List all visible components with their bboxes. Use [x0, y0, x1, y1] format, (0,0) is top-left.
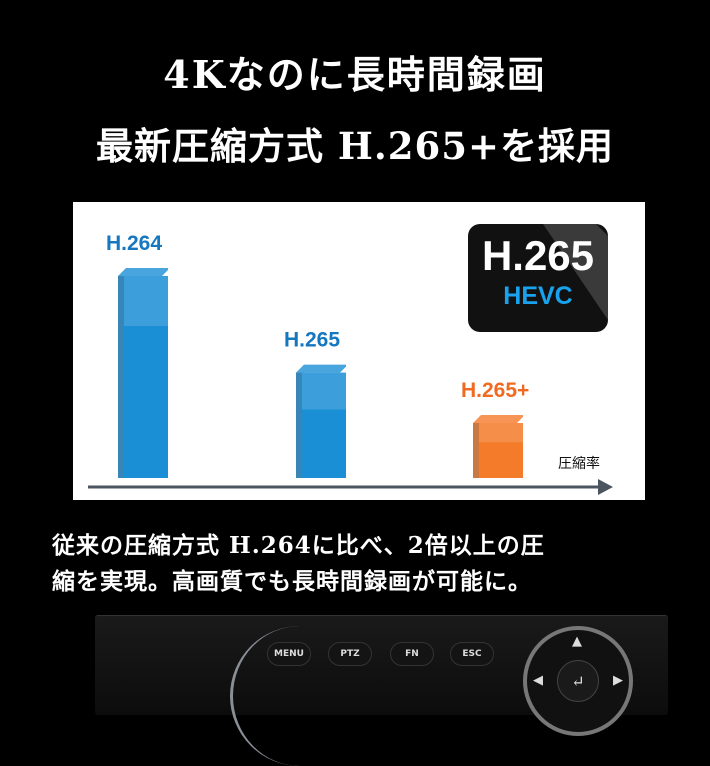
bar-label: H.265	[284, 329, 340, 352]
fn-button[interactable]: FN	[390, 642, 434, 666]
ptz-button[interactable]: PTZ	[328, 642, 372, 666]
panel-ring-decoration	[230, 626, 370, 766]
compression-chart: H.264 H.265 H.265+ 圧縮率 H.265 HEVC	[88, 224, 613, 495]
x-axis-arrow-icon	[598, 479, 613, 495]
enter-button[interactable]: ↵	[557, 660, 599, 702]
bar-highlight	[124, 276, 168, 326]
direction-pad[interactable]: ▲ ◀ ▶ ↵	[523, 626, 633, 736]
bar-label: H.264	[106, 232, 162, 255]
bar-top	[296, 364, 346, 373]
bar	[479, 423, 523, 478]
hevc-badge-shade	[543, 224, 608, 320]
esc-button[interactable]: ESC	[450, 642, 494, 666]
bar-side	[296, 372, 304, 478]
bar-side	[118, 276, 126, 478]
bar	[302, 372, 346, 478]
caption-line-1: 従来の圧縮方式 H.264に比べ、2倍以上の圧	[52, 532, 545, 559]
headline-line-2: 最新圧縮方式 H.265+を採用	[96, 124, 614, 168]
dvr-front-panel: MENU PTZ FN ESC ▲ ◀ ▶ ↵	[95, 615, 668, 766]
bar-top	[118, 268, 168, 276]
bar-highlight	[302, 372, 346, 410]
hevc-badge-main: H.265	[482, 232, 594, 279]
bar-top	[473, 415, 523, 423]
caption-line-2: 縮を実現。高画質でも長時間録画が可能に。	[52, 568, 532, 595]
x-axis-label: 圧縮率	[558, 455, 600, 472]
bar-label: H.265+	[461, 379, 529, 402]
bar-highlight	[479, 423, 523, 443]
arrow-left-icon[interactable]: ◀	[533, 673, 543, 688]
bar-side	[473, 423, 481, 478]
hevc-badge-sub: HEVC	[503, 282, 572, 310]
headline-line-1: 4Kなのに長時間録画	[163, 52, 547, 97]
enter-icon: ↵	[571, 671, 585, 691]
chart-panel: H.264 H.265 H.265+ 圧縮率 H.265 HEVC	[73, 202, 645, 500]
arrow-up-icon[interactable]: ▲	[572, 634, 582, 649]
arrow-right-icon[interactable]: ▶	[613, 673, 623, 688]
menu-button[interactable]: MENU	[267, 642, 311, 666]
bar	[124, 276, 168, 478]
